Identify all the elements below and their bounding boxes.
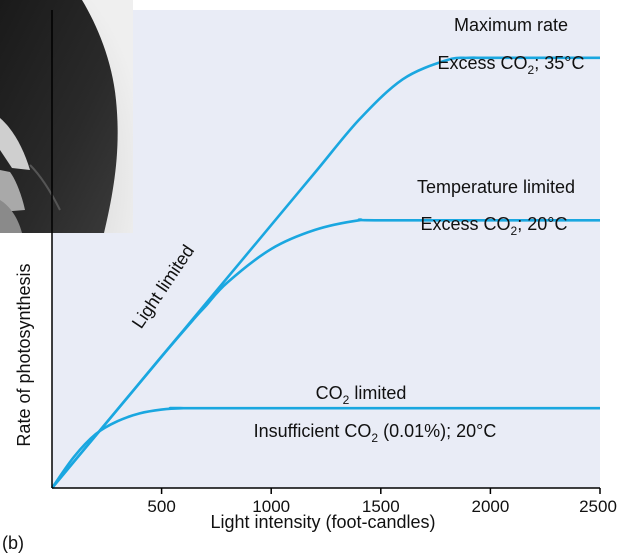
max-condition-label: Excess CO2; 35°C bbox=[438, 53, 585, 77]
series-lines bbox=[50, 56, 600, 489]
axes bbox=[51, 10, 601, 494]
series-line-3 bbox=[50, 406, 600, 489]
co2-limited-label: CO2 limited bbox=[316, 383, 407, 407]
maximum-rate-label: Maximum rate bbox=[454, 15, 568, 35]
panel-label: (b) bbox=[2, 533, 24, 553]
x-tick-label: 500 bbox=[147, 497, 175, 516]
temperature-limited-label: Temperature limited bbox=[417, 177, 575, 197]
plot-area bbox=[52, 10, 600, 488]
x-axis-title: Light intensity (foot-candles) bbox=[210, 512, 435, 532]
x-tick-label: 2500 bbox=[579, 497, 617, 516]
x-tick-label: 1500 bbox=[362, 497, 400, 516]
y-axis-title: Rate of photosynthesis bbox=[14, 263, 34, 446]
x-tick-label: 1000 bbox=[252, 497, 290, 516]
x-tick-label: 2000 bbox=[471, 497, 509, 516]
series-line-2 bbox=[51, 218, 600, 489]
portrait-photo bbox=[0, 0, 133, 233]
temp-condition-label: Excess CO2; 20°C bbox=[421, 214, 568, 238]
x-tick-labels: 500 1000 1500 2000 2500 bbox=[147, 497, 617, 516]
co2-condition-label: Insufficient CO2 (0.01%); 20°C bbox=[254, 421, 497, 445]
